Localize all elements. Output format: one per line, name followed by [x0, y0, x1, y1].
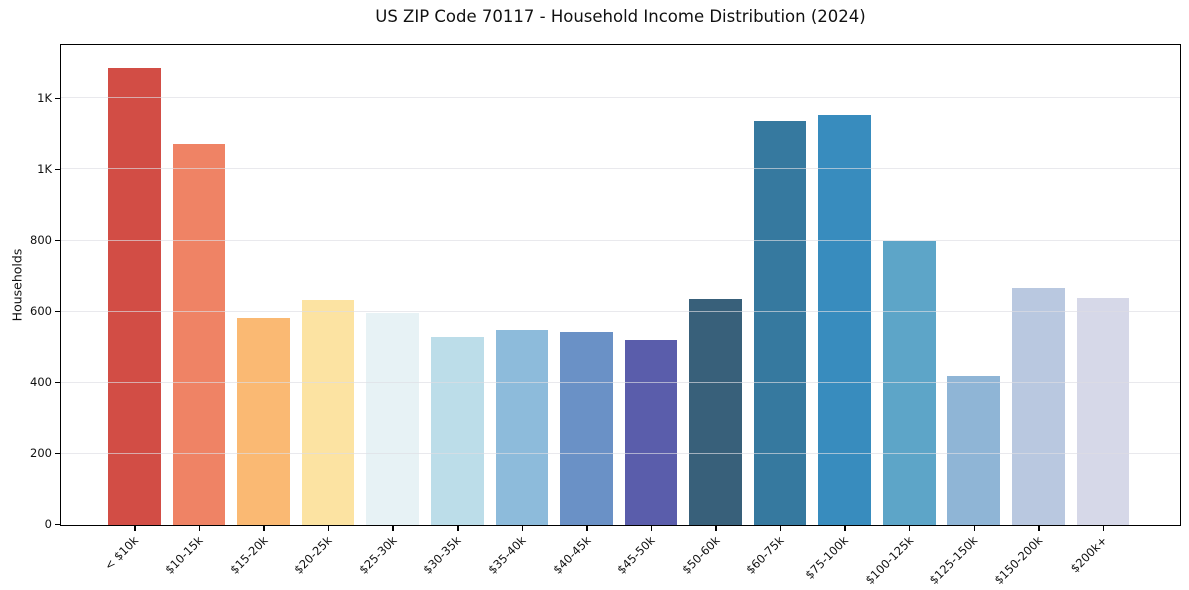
chart-title: US ZIP Code 70117 - Household Income Dis…	[375, 7, 866, 26]
bar	[366, 312, 420, 525]
x-tick-mark	[1102, 526, 1105, 531]
bar	[172, 143, 226, 525]
y-tick-label: 1K	[37, 162, 52, 177]
y-tick-label: 400	[30, 375, 52, 390]
y-tick-label: 800	[30, 233, 52, 248]
bar	[1076, 298, 1130, 525]
x-tick-label: $50-60k	[678, 533, 723, 577]
x-tick-mark	[779, 526, 782, 531]
x-tick-mark	[1038, 526, 1040, 531]
x-tick-label: $30-35k	[420, 533, 465, 577]
bar	[560, 331, 613, 525]
y-tick-mark	[55, 452, 60, 455]
bar	[237, 318, 290, 525]
x-tick-label: $20-25k	[291, 533, 335, 577]
y-tick-mark	[55, 239, 60, 242]
y-tick-label: 0	[44, 517, 52, 531]
bar	[753, 120, 807, 525]
bar	[947, 375, 1001, 525]
x-tick-label: $125-150k	[926, 533, 981, 588]
bar	[818, 114, 871, 525]
x-tick-label: $25-30k	[356, 533, 400, 577]
bar	[431, 336, 484, 525]
x-tick-mark	[392, 526, 394, 531]
y-tick-mark	[55, 523, 60, 526]
x-tick-label: $200k+	[1067, 533, 1110, 576]
x-tick-mark	[973, 526, 976, 531]
y-tick-label: 1K	[37, 91, 52, 106]
plot-area	[60, 44, 1181, 526]
bar	[689, 299, 742, 525]
bar	[301, 300, 355, 525]
x-tick-label: $75-100k	[802, 533, 852, 582]
x-tick-label: $60-75k	[743, 533, 787, 577]
y-tick-label: 600	[30, 304, 52, 319]
x-tick-label: $10-15k	[162, 533, 206, 577]
x-tick-mark	[198, 526, 201, 531]
y-tick-label: 200	[30, 446, 52, 461]
x-tick-mark	[650, 526, 653, 531]
x-tick-mark	[327, 526, 330, 531]
bars-layer	[61, 45, 1180, 525]
x-tick-mark	[457, 526, 459, 531]
x-tick-label: < $10k	[101, 533, 142, 573]
x-tick-label: $35-40k	[485, 533, 529, 577]
x-tick-mark	[908, 526, 911, 531]
y-tick-mark	[55, 381, 60, 384]
x-tick-label: $15-20k	[226, 533, 271, 577]
x-tick-label: $40-45k	[549, 533, 594, 577]
x-tick-mark	[134, 526, 136, 531]
y-tick-mark	[55, 168, 60, 171]
y-tick-mark	[55, 310, 60, 313]
y-tick-mark	[55, 97, 60, 100]
x-tick-mark	[844, 526, 846, 531]
x-tick-mark	[263, 526, 265, 531]
x-tick-label: $150-200k	[991, 533, 1046, 588]
bar	[108, 68, 161, 525]
bar	[624, 339, 678, 525]
x-tick-label: $45-50k	[614, 533, 658, 577]
x-tick-mark	[521, 526, 524, 531]
x-tick-mark	[715, 526, 717, 531]
x-tick-label: $100-125k	[862, 533, 916, 588]
x-tick-mark	[586, 526, 588, 531]
bar	[882, 240, 936, 525]
bar	[1012, 287, 1065, 525]
bar	[495, 329, 549, 525]
